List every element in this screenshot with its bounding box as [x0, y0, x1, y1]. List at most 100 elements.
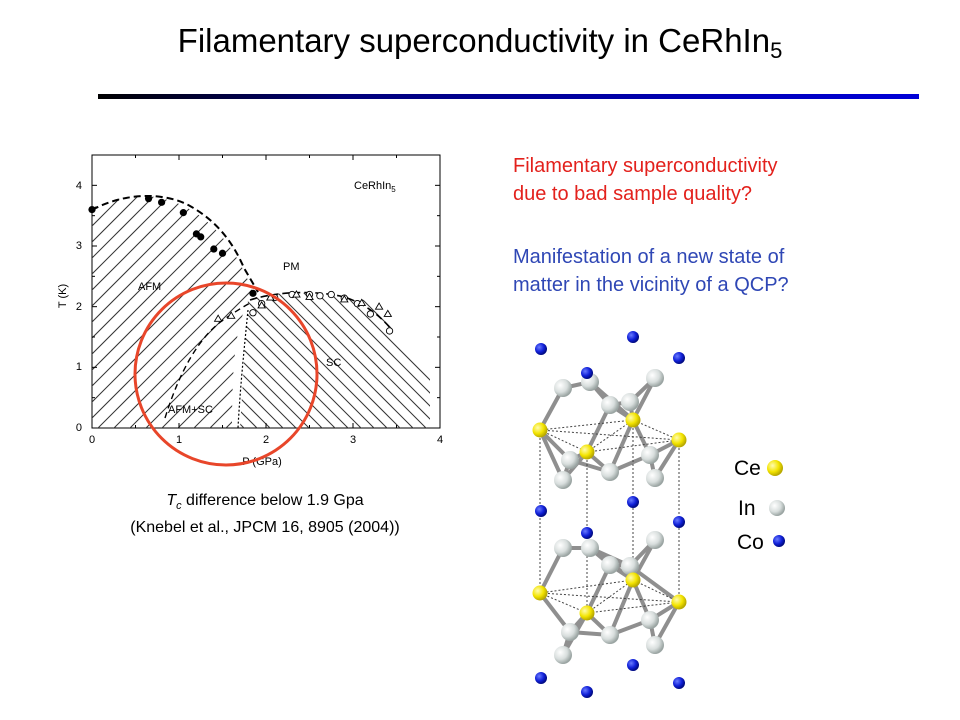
phase-diagram: 0 1 2 3 4 0 1 2 3 4 T (K) P (GPa) AFM PM…: [55, 150, 465, 480]
indium-atom: [621, 557, 639, 575]
region-label-sc: SC: [326, 357, 341, 369]
x-axis-label: P (GPa): [242, 456, 282, 468]
question-filamentary-line-2: due to bad sample quality?: [513, 183, 753, 205]
hatch-line: [240, 292, 430, 428]
legend-ce-atom: [767, 460, 783, 476]
data-point-triangle: [226, 311, 236, 319]
region-label-afm-sc: AFM+SC: [168, 404, 213, 416]
hatch-line: [95, 196, 262, 428]
data-point-filled: [158, 198, 166, 206]
indium-atom: [554, 379, 572, 397]
cobalt-atom: [673, 516, 685, 528]
indium-atom: [554, 646, 572, 664]
hatch-line: [207, 196, 262, 428]
hatch-line: [448, 150, 465, 430]
cobalt-atom: [627, 659, 639, 671]
hatch-line: [240, 292, 297, 428]
hatch-line: [240, 292, 401, 428]
cerium-atom: [532, 422, 548, 438]
hatch-line: [92, 196, 262, 428]
caption-line-2: (Knebel et al., JPCM 16, 8905 (2004)): [130, 519, 400, 537]
indium-atom: [581, 539, 599, 557]
y-tick-3: 3: [76, 240, 82, 252]
hatch-line: [92, 196, 262, 428]
hatch-line: [240, 292, 375, 428]
hatch-line: [239, 196, 262, 428]
cobalt-atom: [627, 496, 639, 508]
highlight-circle: [133, 281, 319, 467]
hatch-line: [272, 150, 465, 430]
hatch-line: [92, 196, 185, 428]
legend-ce-label: Ce: [734, 457, 761, 480]
crystal-atoms: [532, 331, 687, 698]
cerium-atom: [579, 444, 595, 460]
hatch-line: [434, 280, 465, 480]
indium-atom: [561, 623, 579, 641]
hatch-line: [290, 292, 430, 428]
hatch-line: [240, 292, 388, 428]
hatch-line: [55, 280, 166, 480]
indium-atom: [554, 471, 572, 489]
data-point-filled: [179, 209, 187, 217]
cerium-atom: [579, 605, 595, 621]
data-point-triangle: [292, 290, 301, 298]
hatch-line: [447, 280, 465, 480]
indium-atom: [601, 396, 619, 414]
data-point-filled: [197, 233, 205, 241]
cobalt-atom: [535, 505, 547, 517]
cobalt-atom: [673, 352, 685, 364]
question-filamentary: Filamentary superconductivity due to bad…: [513, 152, 933, 208]
data-point-triangle: [213, 314, 223, 322]
question-filamentary-line-1: Filamentary superconductivity: [513, 155, 778, 177]
hatch-line: [175, 196, 262, 428]
y-tick-1: 1: [76, 361, 82, 373]
hatch-line: [464, 150, 465, 430]
data-point-filled: [249, 289, 257, 297]
atom-legend: Ce In Co: [734, 457, 785, 554]
afm-boundary-curve: [91, 194, 259, 293]
sc-hatching: [55, 280, 465, 480]
hatch-line: [240, 292, 427, 428]
data-point-open-circle: [316, 292, 324, 300]
data-point-filled: [144, 195, 153, 203]
data-point-open-circle: [385, 327, 394, 335]
unit-cell-diagonal: [539, 429, 680, 441]
cerium-atom: [625, 412, 641, 428]
cobalt-atom: [673, 677, 685, 689]
crystal-bond: [608, 418, 635, 474]
data-point-triangle: [339, 294, 349, 303]
unit-cell-diagonal: [586, 419, 634, 453]
region-label-afm: AFM: [138, 281, 161, 293]
legend-co-label: Co: [737, 531, 764, 554]
indium-atom: [646, 531, 664, 549]
x-tick-2: 2: [263, 434, 269, 446]
legend-in-atom: [769, 500, 785, 516]
indium-atom: [641, 611, 659, 629]
hatch-line: [240, 292, 362, 428]
hatch-line: [342, 292, 430, 428]
hatch-line: [240, 292, 349, 428]
data-point-open-circle: [249, 309, 257, 317]
data-point-triangle: [357, 298, 367, 306]
vertical-dotted-line: [237, 309, 249, 429]
legend-co-atom: [773, 535, 785, 547]
hatch-line: [304, 150, 465, 430]
data-points: [88, 195, 394, 335]
data-point-triangle: [383, 309, 393, 317]
hatch-line: [432, 150, 465, 430]
hatch-line: [127, 196, 262, 428]
indium-atom: [601, 626, 619, 644]
y-tick-2: 2: [76, 301, 82, 313]
hatch-line: [159, 196, 262, 428]
indium-atom: [621, 393, 639, 411]
hatch-line: [303, 292, 430, 428]
crystal-bonds: [538, 376, 681, 657]
figure-caption: Tc difference below 1.9 Gpa (Knebel et a…: [60, 490, 470, 539]
indium-atom: [561, 451, 579, 469]
crystal-structure: Ce In Co: [532, 331, 785, 698]
hatch-line: [191, 196, 262, 428]
cobalt-atom: [581, 367, 593, 379]
hatch-line: [240, 292, 414, 428]
indium-atom: [646, 369, 664, 387]
unit-cell-face: [538, 419, 681, 453]
